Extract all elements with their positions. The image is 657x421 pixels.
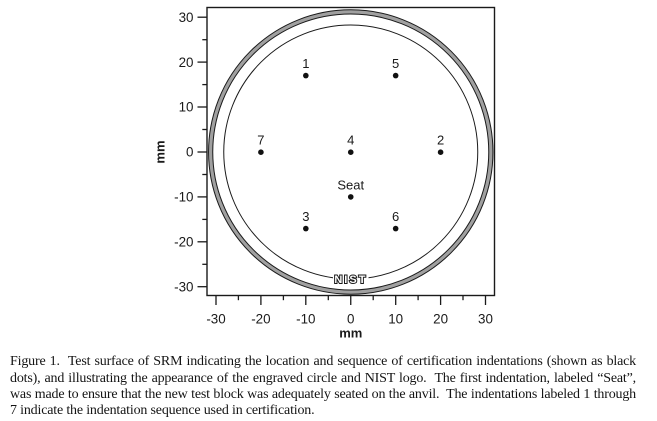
svg-text:10: 10: [388, 312, 403, 327]
svg-text:30: 30: [179, 10, 194, 25]
svg-text:5: 5: [392, 56, 399, 71]
svg-text:-30: -30: [174, 279, 193, 294]
svg-text:mm: mm: [153, 140, 168, 163]
svg-text:mm: mm: [339, 326, 362, 341]
svg-text:-30: -30: [206, 312, 225, 327]
svg-text:7: 7: [257, 133, 264, 148]
svg-text:10: 10: [179, 100, 194, 115]
svg-text:20: 20: [433, 312, 448, 327]
svg-text:0: 0: [186, 145, 193, 160]
svg-text:-10: -10: [174, 190, 193, 205]
svg-text:1: 1: [302, 56, 309, 71]
svg-text:30: 30: [478, 312, 493, 327]
svg-text:-20: -20: [251, 312, 270, 327]
svg-text:4: 4: [347, 133, 354, 148]
svg-text:6: 6: [392, 209, 399, 224]
svg-text:Seat: Seat: [337, 177, 364, 192]
svg-text:0: 0: [347, 312, 354, 327]
svg-text:NIST: NIST: [334, 274, 367, 286]
svg-text:-20: -20: [174, 235, 193, 250]
svg-text:2: 2: [437, 133, 444, 148]
svg-text:-10: -10: [296, 312, 315, 327]
svg-text:3: 3: [302, 209, 309, 224]
svg-text:20: 20: [179, 55, 194, 70]
